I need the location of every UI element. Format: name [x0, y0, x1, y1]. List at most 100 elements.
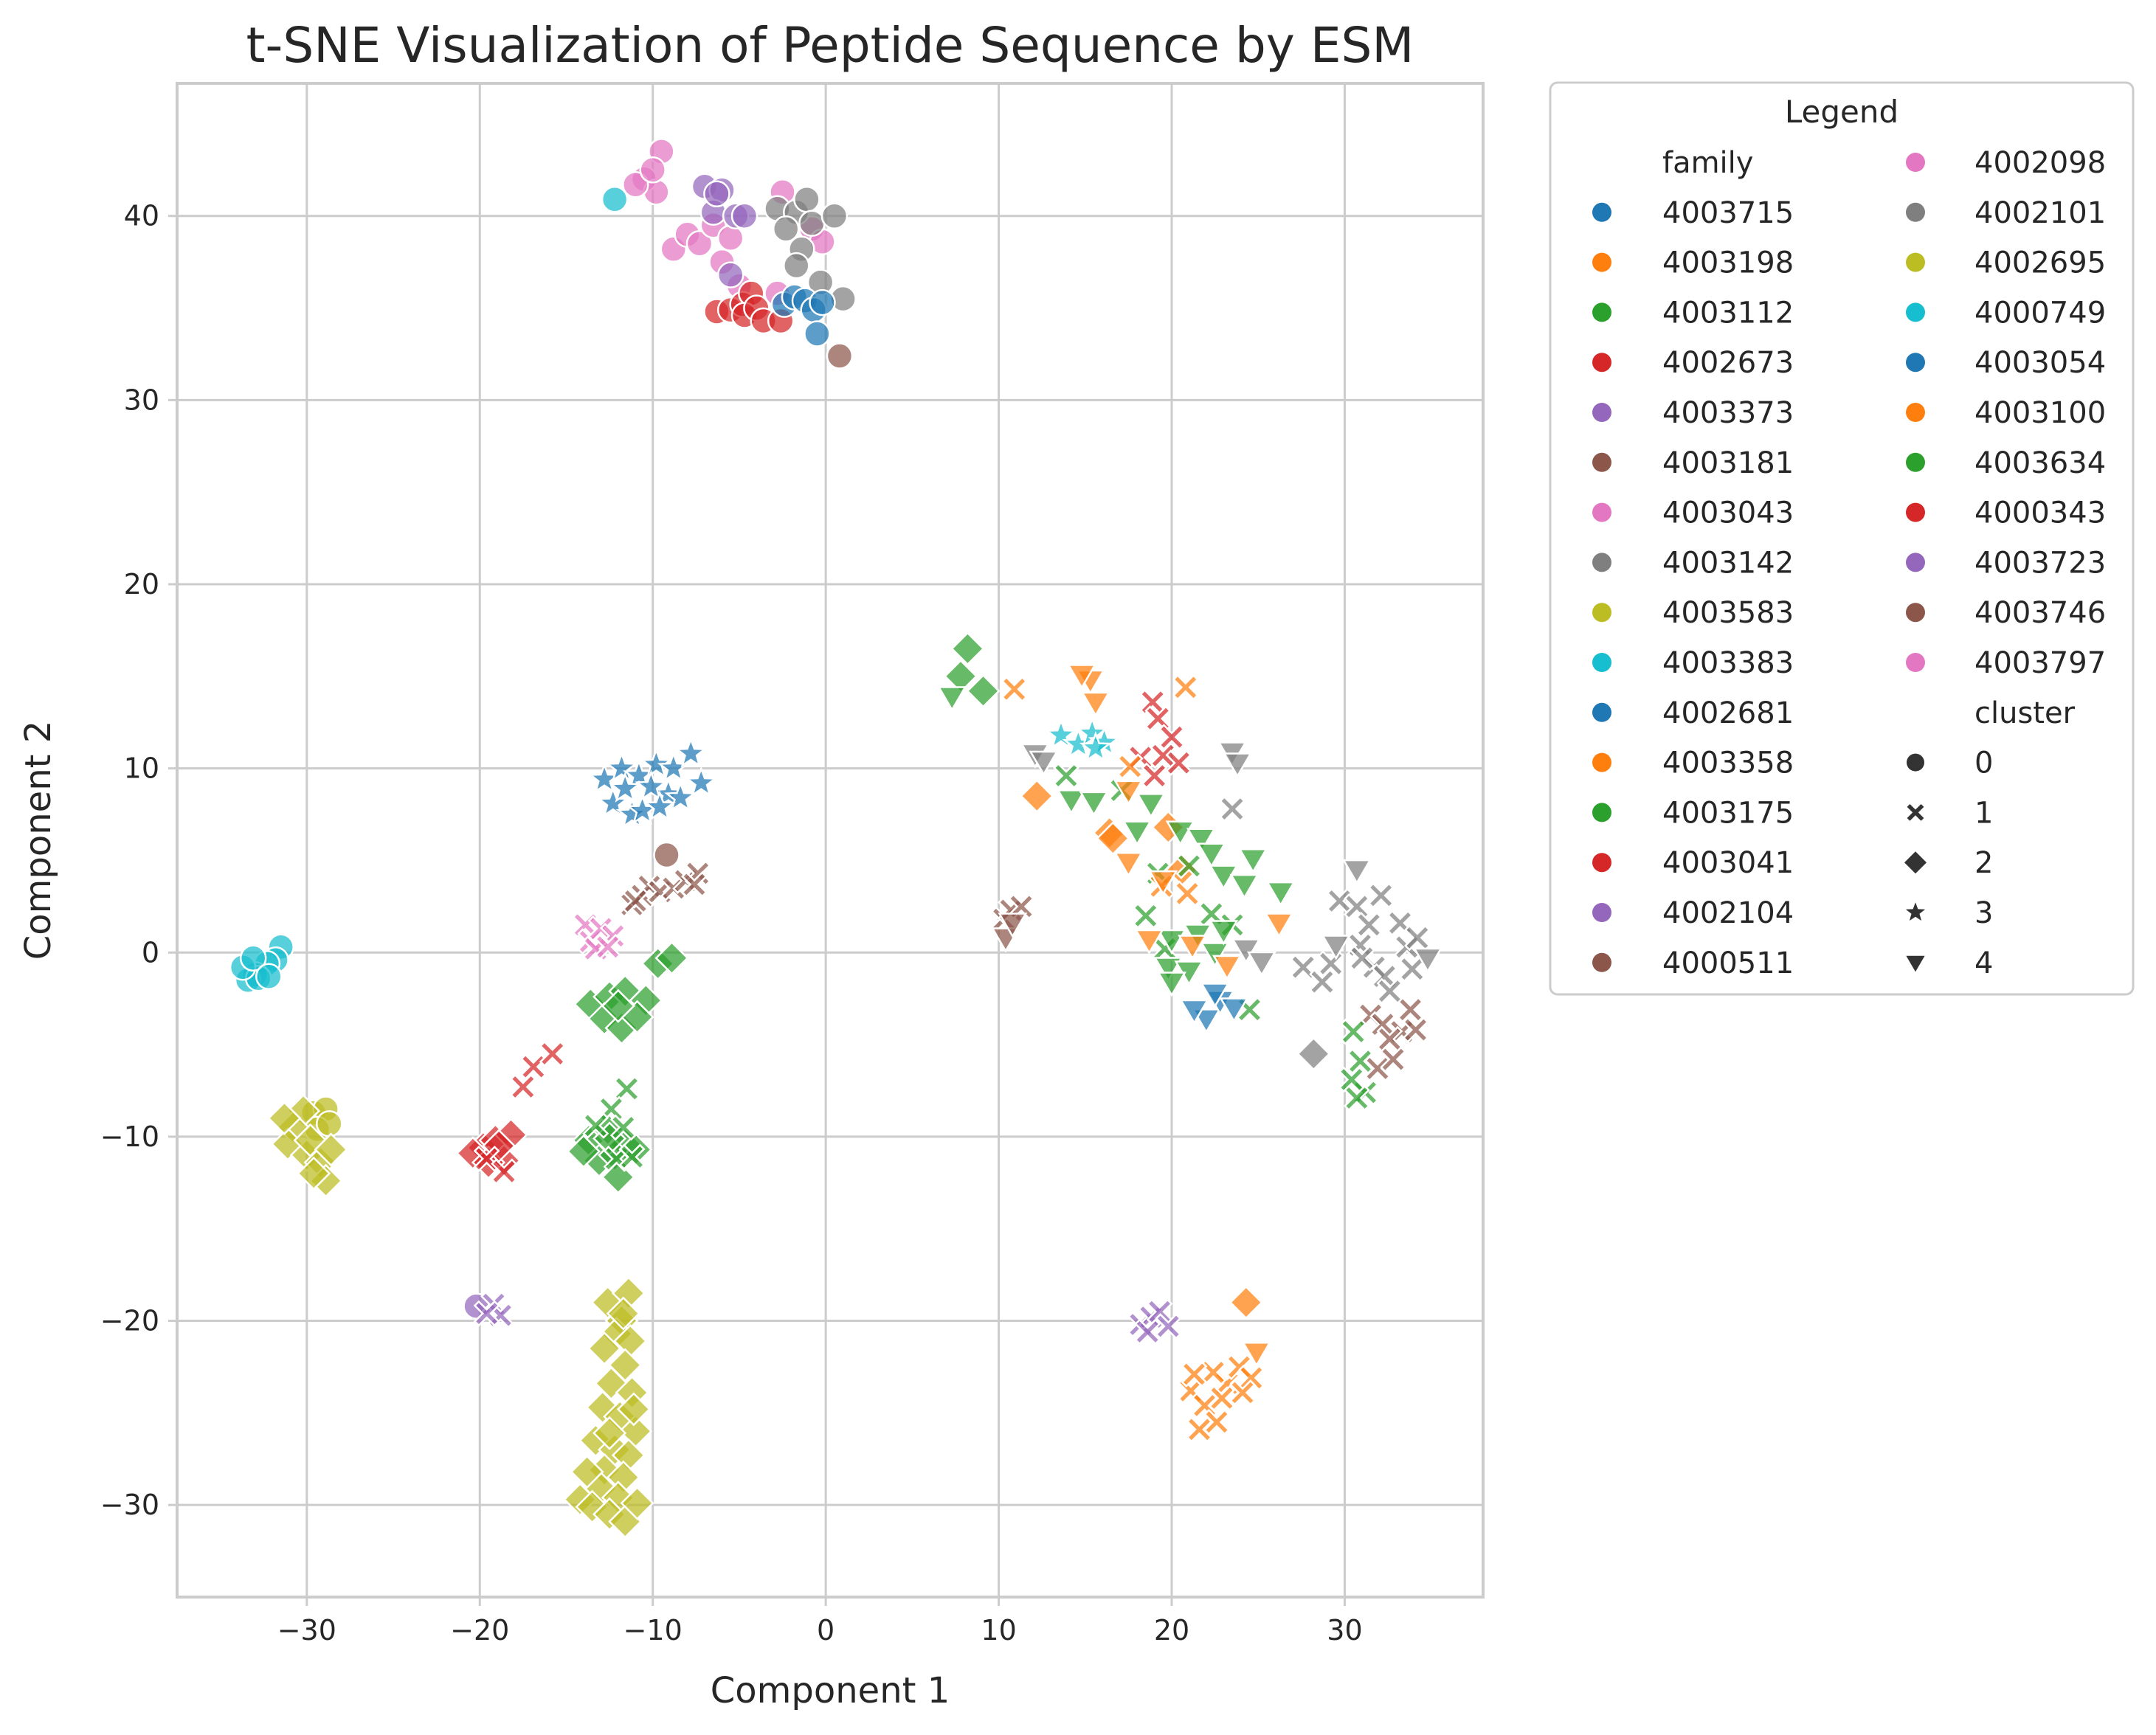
data-point — [1402, 1017, 1429, 1044]
data-point — [643, 789, 677, 821]
legend-family-label: 4003583 — [1662, 596, 1794, 630]
data-point — [1209, 865, 1239, 890]
data-point — [1321, 935, 1351, 960]
legend-family-marker — [1906, 452, 1925, 472]
legend-family-marker — [1592, 502, 1611, 522]
legend-cluster-marker — [1907, 753, 1924, 772]
data-point — [592, 1416, 627, 1450]
legend-family-label: 4003383 — [1662, 646, 1794, 680]
data-point — [1165, 820, 1195, 846]
legend-family-marker — [1906, 153, 1925, 172]
data-point — [772, 215, 800, 243]
legend-family-marker — [1592, 403, 1611, 422]
legend-cluster-marker — [1907, 804, 1924, 821]
data-point — [653, 841, 680, 869]
data-point — [639, 156, 666, 184]
data-point — [1053, 762, 1079, 789]
legend-family-marker — [1906, 202, 1925, 222]
data-point — [570, 1455, 604, 1489]
data-point — [267, 1101, 302, 1135]
data-point — [509, 1073, 536, 1101]
data-point — [1179, 999, 1209, 1025]
data-point — [1156, 972, 1187, 997]
data-point — [594, 933, 621, 960]
y-axis-label: Component 2 — [18, 721, 59, 960]
legend-cluster-marker — [1904, 851, 1927, 874]
data-point — [685, 766, 718, 797]
data-point — [1367, 882, 1395, 909]
data-point — [1141, 762, 1168, 789]
data-point — [1122, 820, 1153, 846]
data-point — [716, 224, 744, 252]
y-tick-label: 30 — [124, 384, 159, 416]
data-point — [566, 1134, 601, 1168]
data-point — [1136, 793, 1166, 819]
y-tick-label: 10 — [124, 752, 159, 785]
legend-family-marker — [1592, 752, 1611, 772]
data-point — [1020, 779, 1054, 814]
data-point — [1209, 920, 1239, 946]
legend-family-marker — [1592, 452, 1611, 472]
data-point — [587, 1331, 622, 1366]
data-point — [1196, 842, 1226, 868]
data-point — [1200, 942, 1230, 968]
legend-family-label: 4003797 — [1974, 646, 2106, 680]
legend-family-marker — [1592, 702, 1611, 722]
x-tick-label: 30 — [1327, 1614, 1362, 1646]
data-point — [609, 1114, 637, 1141]
data-point — [809, 288, 836, 316]
legend-family-label: 4003358 — [1662, 747, 1794, 780]
chart-title: t-SNE Visualization of Peptide Sequence … — [246, 17, 1414, 74]
y-tick-label: 40 — [124, 200, 159, 232]
data-point — [804, 320, 831, 347]
legend-family-header: family — [1662, 146, 1753, 180]
data-point — [473, 1300, 500, 1327]
x-tick-label: −30 — [277, 1614, 336, 1646]
legend-title: Legend — [1785, 94, 1898, 130]
legend-cluster-label: 1 — [1974, 796, 1993, 830]
legend-cluster-label: 2 — [1974, 846, 1993, 880]
data-point — [1231, 938, 1261, 964]
data-point — [1080, 691, 1110, 718]
legend-family-label: 4003723 — [1974, 546, 2106, 580]
legend-family-label: 4000511 — [1662, 946, 1794, 980]
data-point — [1153, 957, 1184, 983]
data-point — [1212, 955, 1243, 981]
data-point — [1219, 997, 1249, 1023]
data-point — [1174, 880, 1201, 907]
legend-family-marker — [1592, 553, 1611, 572]
data-point — [829, 285, 857, 313]
tick-labels: −30 −20 −10 0 10 20 30 −30 −20 −10 0 10 20 30 40 — [100, 200, 1363, 1646]
x-tick-label: −10 — [623, 1614, 683, 1646]
legend-family-marker — [1592, 653, 1611, 672]
data-point — [1181, 1360, 1208, 1388]
data-point — [1343, 1084, 1370, 1112]
data-point — [820, 202, 849, 229]
data-point — [1364, 1055, 1391, 1082]
data-point — [519, 1053, 547, 1081]
data-point — [609, 771, 642, 803]
data-point — [1175, 852, 1203, 879]
data-point — [1186, 1416, 1213, 1443]
x-tick-label: 0 — [817, 1614, 835, 1646]
legend-family-marker — [1592, 252, 1611, 272]
data-point — [685, 229, 714, 257]
legend-family-marker — [1906, 353, 1925, 373]
data-point — [1186, 828, 1216, 853]
data-point — [297, 1156, 331, 1191]
data-point — [1001, 676, 1028, 703]
data-point — [1348, 944, 1375, 972]
data-point — [1246, 951, 1276, 977]
legend-family-label: 4002681 — [1662, 696, 1794, 730]
data-point — [1113, 852, 1144, 878]
legend-family-label: 4003181 — [1662, 446, 1794, 480]
data-point — [1229, 873, 1260, 900]
legend-family-label: 4002098 — [1974, 146, 2106, 180]
legend-family-marker — [1592, 803, 1611, 823]
y-tick-label: 0 — [142, 936, 159, 969]
data-point — [635, 769, 668, 801]
data-point — [1155, 1313, 1182, 1340]
data-point — [798, 209, 826, 237]
data-point — [966, 673, 1001, 708]
legend-family-label: 4003175 — [1662, 796, 1794, 830]
